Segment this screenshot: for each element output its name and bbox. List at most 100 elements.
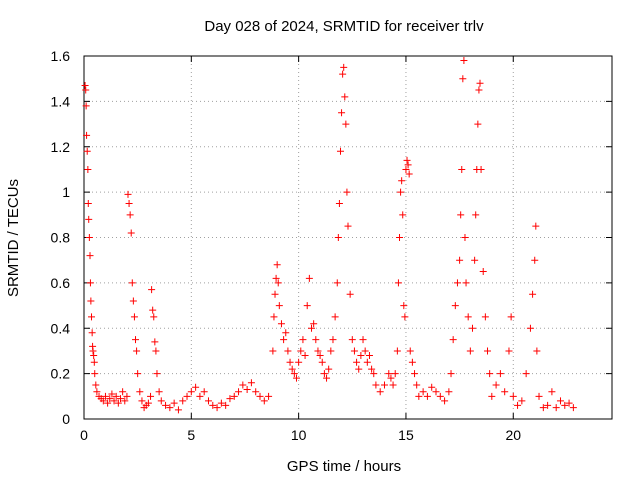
data-point: [466, 347, 474, 355]
data-point: [90, 351, 98, 359]
data-point: [376, 388, 384, 396]
data-point: [290, 370, 298, 378]
data-point: [449, 336, 457, 344]
data-point: [428, 383, 436, 391]
data-point: [252, 388, 260, 396]
data-point: [150, 313, 158, 321]
data-point: [226, 395, 234, 403]
data-point: [327, 347, 335, 355]
data-point: [569, 404, 577, 412]
data-point: [350, 347, 358, 355]
data-point: [121, 397, 129, 405]
grid-lines: [84, 56, 612, 419]
data-point: [90, 358, 98, 366]
data-point: [152, 347, 160, 355]
data-point: [222, 401, 230, 409]
data-point: [297, 347, 305, 355]
data-point: [413, 381, 421, 389]
data-point: [275, 302, 283, 310]
data-point: [484, 347, 492, 355]
data-point: [88, 313, 96, 321]
data-point: [514, 401, 522, 409]
data-point: [335, 199, 343, 207]
data-point: [127, 229, 135, 237]
data-point: [93, 388, 101, 396]
data-point: [144, 399, 152, 407]
data-point: [475, 86, 483, 94]
data-point: [136, 388, 144, 396]
y-tick-label: 0.8: [51, 230, 71, 246]
data-point: [134, 370, 142, 378]
data-point: [162, 401, 170, 409]
data-point: [235, 388, 243, 396]
data-point: [400, 302, 408, 310]
data-point: [391, 370, 399, 378]
data-point: [408, 358, 416, 366]
data-point: [323, 374, 331, 382]
data-point: [256, 392, 264, 400]
data-point: [91, 370, 99, 378]
data-point: [284, 347, 292, 355]
data-point: [464, 313, 472, 321]
data-point: [396, 234, 404, 241]
data-point: [453, 279, 461, 287]
data-point: [415, 392, 423, 400]
y-tick-label: 1.2: [51, 139, 71, 155]
data-point: [359, 336, 367, 344]
y-tick-label: 0.6: [51, 275, 71, 291]
data-point: [406, 347, 414, 355]
x-tick-label: 5: [187, 427, 195, 443]
data-point: [314, 347, 322, 355]
data-point: [476, 79, 484, 87]
data-point: [85, 234, 93, 241]
data-point: [82, 102, 90, 110]
data-point: [282, 329, 290, 337]
data-point: [486, 370, 494, 378]
x-tick-label: 20: [505, 427, 521, 443]
data-point: [92, 381, 100, 389]
data-point: [353, 358, 361, 366]
data-point: [269, 347, 277, 355]
data-point: [535, 392, 543, 400]
data-point: [85, 215, 93, 223]
data-point: [209, 401, 217, 409]
data-point: [488, 392, 496, 400]
data-point: [394, 279, 402, 287]
data-point: [318, 358, 326, 366]
data-point: [260, 397, 268, 405]
data-point: [295, 358, 303, 366]
x-axis-label: GPS time / hours: [287, 458, 401, 475]
data-point: [505, 347, 513, 355]
data-point: [355, 365, 363, 373]
data-point: [339, 70, 347, 78]
data-point: [125, 199, 133, 207]
data-point: [119, 388, 127, 396]
x-tick-label: 15: [398, 427, 414, 443]
data-point: [404, 161, 412, 169]
data-point: [479, 268, 487, 276]
data-point: [270, 313, 278, 321]
data-point: [338, 109, 346, 117]
data-point: [153, 370, 161, 378]
data-points: [81, 57, 577, 414]
data-point: [411, 370, 419, 378]
data-point: [305, 274, 313, 282]
data-point: [336, 147, 344, 155]
data-point: [265, 392, 273, 400]
data-point: [99, 397, 107, 405]
data-point: [86, 252, 94, 260]
tick-marks: [83, 55, 612, 420]
data-point: [299, 336, 307, 344]
data-point: [114, 399, 122, 407]
data-point: [204, 397, 212, 405]
data-point: [458, 165, 466, 173]
data-point: [88, 329, 96, 337]
data-point: [445, 388, 453, 396]
data-point: [83, 147, 91, 155]
data-point: [532, 222, 540, 230]
y-tick-labels: 0 0.2 0.4 0.6 0.8 1 1.2 1.4 1.6: [51, 48, 71, 427]
data-point: [124, 190, 132, 198]
data-point: [174, 406, 182, 414]
data-point: [334, 234, 342, 241]
